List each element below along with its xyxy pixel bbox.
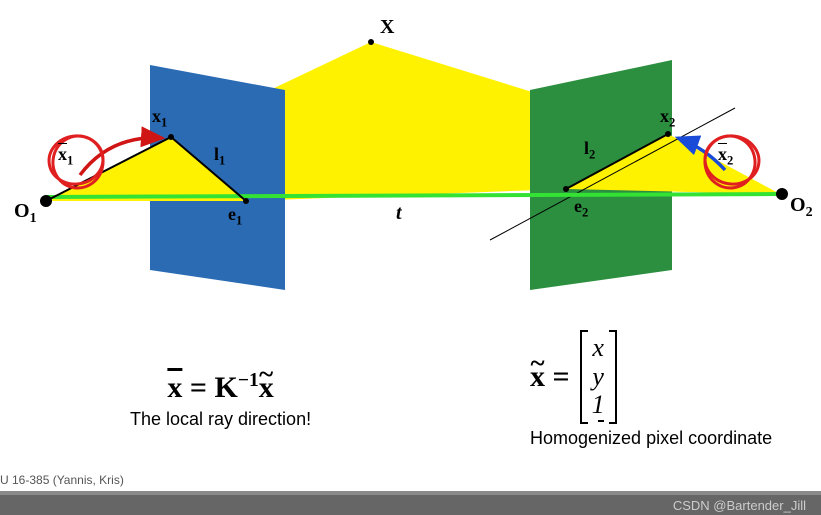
equation-ray-direction: x = K−1~x The local ray direction! bbox=[130, 370, 311, 430]
equation-right-formula: ~x = x y 1 bbox=[530, 330, 772, 424]
label-xbar1: x1 bbox=[58, 144, 73, 169]
label-X: X bbox=[380, 16, 394, 39]
label-l1: l1 bbox=[214, 144, 225, 169]
footer-bar: CSDN @Bartender_Jill bbox=[0, 491, 821, 515]
point-O1 bbox=[40, 195, 52, 207]
point-x2 bbox=[665, 131, 671, 137]
label-l2: l2 bbox=[584, 138, 595, 163]
point-x1 bbox=[168, 134, 174, 140]
label-t: t bbox=[396, 202, 402, 225]
label-e2: e2 bbox=[574, 196, 588, 221]
watermark: CSDN @Bartender_Jill bbox=[673, 498, 806, 513]
equation-left-formula: x = K−1~x bbox=[130, 370, 311, 405]
point-O2 bbox=[776, 188, 788, 200]
label-e1: e1 bbox=[228, 204, 242, 229]
label-xbar2: x2 bbox=[718, 144, 733, 169]
label-O2: O2 bbox=[790, 194, 813, 221]
epipolar-diagram: X O1 O2 x1 x2 x1 x2 l1 l2 e1 e2 t bbox=[0, 0, 821, 320]
diagram-svg bbox=[0, 0, 821, 320]
equation-right-caption: Homogenized pixel coordinate bbox=[530, 428, 772, 449]
point-e2 bbox=[563, 186, 569, 192]
point-X bbox=[368, 39, 374, 45]
equation-homogeneous: ~x = x y 1 Homogenized pixel coordinate bbox=[530, 330, 772, 449]
label-x2: x2 bbox=[660, 106, 675, 131]
equation-left-caption: The local ray direction! bbox=[130, 409, 311, 430]
footer-credit: U 16-385 (Yannis, Kris) bbox=[0, 473, 124, 487]
label-O1: O1 bbox=[14, 200, 37, 227]
label-x1: x1 bbox=[152, 106, 167, 131]
vector-matrix: x y 1 bbox=[580, 330, 617, 424]
point-e1 bbox=[243, 198, 249, 204]
